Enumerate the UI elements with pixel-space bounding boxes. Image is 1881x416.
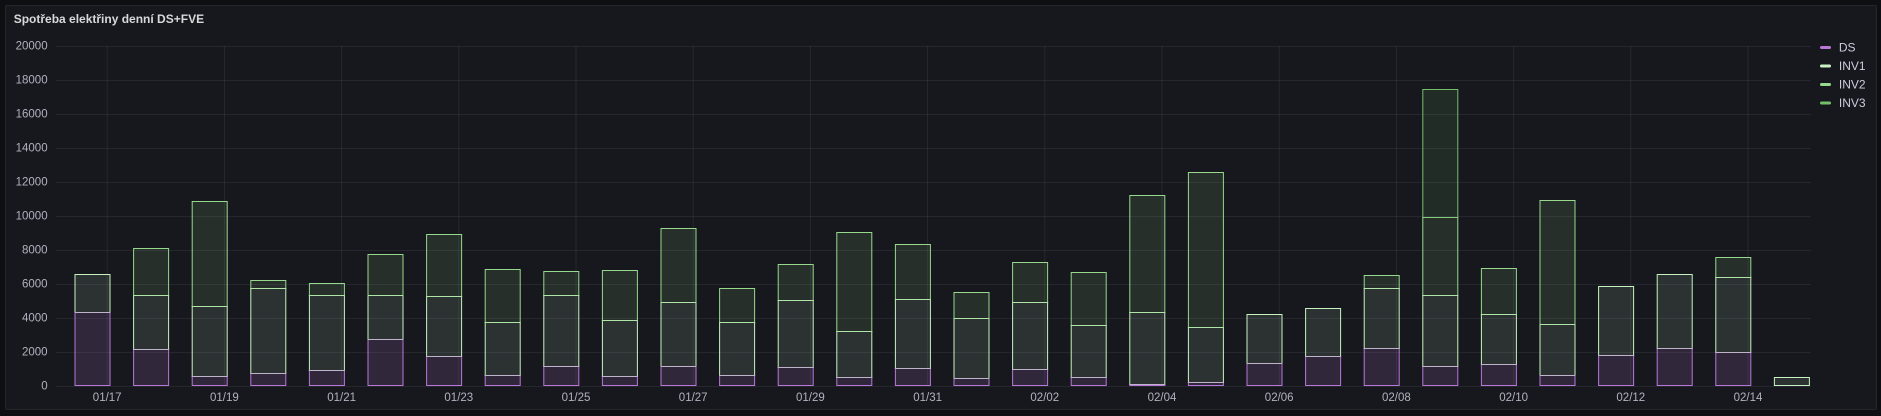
svg-text:01/31: 01/31 xyxy=(913,392,942,404)
svg-text:02/14: 02/14 xyxy=(1734,392,1763,404)
svg-text:12000: 12000 xyxy=(16,177,48,189)
svg-text:6000: 6000 xyxy=(22,279,48,291)
svg-text:INV2: INV2 xyxy=(1839,78,1866,92)
svg-text:INV3: INV3 xyxy=(1839,96,1866,110)
svg-text:01/21: 01/21 xyxy=(327,392,356,404)
svg-text:02/08: 02/08 xyxy=(1382,392,1411,404)
svg-text:01/25: 01/25 xyxy=(562,392,591,404)
svg-text:20000: 20000 xyxy=(16,41,48,53)
svg-text:8000: 8000 xyxy=(22,245,48,257)
svg-text:01/17: 01/17 xyxy=(93,392,122,404)
svg-text:02/02: 02/02 xyxy=(1030,392,1059,404)
svg-text:10000: 10000 xyxy=(16,211,48,223)
svg-text:18000: 18000 xyxy=(16,75,48,87)
svg-text:01/27: 01/27 xyxy=(679,392,708,404)
svg-text:01/29: 01/29 xyxy=(796,392,825,404)
svg-text:16000: 16000 xyxy=(16,109,48,121)
svg-text:INV1: INV1 xyxy=(1839,59,1866,73)
svg-text:02/06: 02/06 xyxy=(1265,392,1294,404)
svg-text:14000: 14000 xyxy=(16,143,48,155)
svg-text:02/04: 02/04 xyxy=(1148,392,1177,404)
svg-text:02/10: 02/10 xyxy=(1499,392,1528,404)
svg-text:4000: 4000 xyxy=(22,313,48,325)
svg-text:02/12: 02/12 xyxy=(1616,392,1645,404)
svg-text:2000: 2000 xyxy=(22,347,48,359)
svg-text:01/23: 01/23 xyxy=(444,392,473,404)
svg-text:01/19: 01/19 xyxy=(210,392,239,404)
svg-text:DS: DS xyxy=(1839,41,1856,55)
svg-text:0: 0 xyxy=(41,381,47,393)
